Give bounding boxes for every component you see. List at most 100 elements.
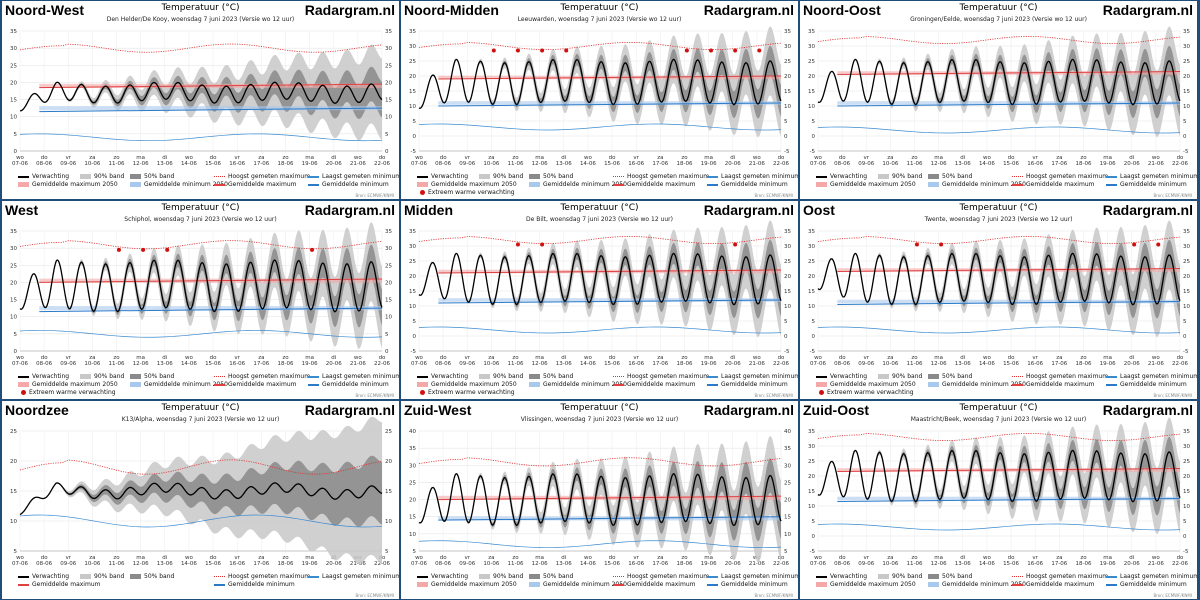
x-tick-date: 15-06 — [1003, 561, 1019, 567]
legend-swatch — [479, 174, 490, 179]
y-tick-label: 30 — [784, 463, 791, 469]
x-tick-date: 10-06 — [84, 561, 100, 567]
x-tick-date: 10-06 — [882, 161, 898, 167]
forecast-line — [418, 58, 782, 109]
avg-max-line — [837, 71, 1181, 75]
y-tick-label: 0 — [413, 334, 417, 340]
legend-label: Hoogst gemeten maximum — [627, 173, 710, 180]
x-tick-day: di — [561, 355, 566, 361]
legend-swatch — [707, 175, 718, 178]
x-tick-date: 22-06 — [1172, 361, 1188, 367]
y-tick-label: 25 — [808, 59, 815, 65]
legend-item-gemmin: Gemiddelde minimum — [308, 381, 389, 388]
band-90 — [818, 417, 1180, 535]
x-tick-date: 17-06 — [253, 161, 269, 167]
record-max-line — [418, 236, 782, 244]
y-tick-label: 5 — [784, 119, 788, 125]
legend-item-gemmax2050: Gemiddelde maximum 2050 — [816, 181, 916, 188]
x-tick-day: wo — [814, 155, 822, 161]
x-tick-day: ma — [934, 155, 943, 161]
legend-label: Gemiddelde maximum — [228, 181, 297, 188]
legend-item-gemmin2050: Gemiddelde minimum 2050 — [928, 581, 1026, 588]
y-tick-label: 5 — [812, 519, 816, 525]
y-tick-label: 5 — [784, 319, 788, 325]
x-tick-date: 20-06 — [725, 161, 741, 167]
chart-title: Temperatuur (°C) — [959, 403, 1038, 413]
legend-swatch — [130, 382, 141, 387]
legend-swatch — [21, 390, 26, 395]
legend-item-band90: 90% band — [80, 573, 124, 580]
legend-swatch — [479, 374, 490, 379]
x-tick-date: 21-06 — [1148, 561, 1164, 567]
x-tick-day: zo — [512, 155, 519, 161]
legend-item-band50: 50% band — [928, 373, 972, 380]
x-tick-date: 21-06 — [1148, 361, 1164, 367]
legend-item-gemmax: Gemiddelde maximum — [1012, 181, 1094, 188]
x-tick-day: di — [1129, 555, 1134, 561]
legend-item-band50: 50% band — [928, 173, 972, 180]
legend-item-gemmin2050: Gemiddelde minimum 2050 — [928, 181, 1026, 188]
legend-swatch — [18, 575, 29, 578]
x-tick-date: 07-06 — [411, 561, 427, 567]
legend-item-laagst: Laagst gemeten minimum — [707, 373, 798, 380]
y-tick-label: 15 — [409, 289, 416, 295]
extreme-warm-dot — [684, 48, 689, 53]
x-tick-date: 14-06 — [580, 561, 596, 567]
legend-swatch — [1012, 376, 1023, 377]
y-tick-label: 20 — [784, 274, 791, 280]
avg-min-line — [837, 498, 1181, 502]
x-tick-date: 19-06 — [1100, 361, 1116, 367]
legend-label: 50% band — [942, 573, 973, 580]
legend-swatch — [18, 382, 29, 387]
record-max-line — [19, 240, 383, 250]
y-tick-label: 5 — [1183, 519, 1187, 525]
legend-swatch — [18, 583, 29, 586]
x-tick-day: do — [839, 355, 846, 361]
x-tick-day: wo — [185, 155, 193, 161]
extreme-warm-dot — [914, 242, 919, 247]
legend-label: Gemiddelde minimum 2050 — [942, 181, 1026, 188]
x-tick-day: zo — [1080, 155, 1087, 161]
legend-label: Gemiddelde maximum — [1026, 181, 1095, 188]
x-tick-date: 09-06 — [459, 161, 475, 167]
chart-subtitle: Twente, woensdag 7 juni 2023 (Versie wo … — [924, 216, 1073, 223]
legend-swatch — [308, 175, 319, 178]
legend-label: Laagst gemeten minimum — [322, 173, 399, 180]
y-tick-label: 10 — [784, 104, 791, 110]
y-tick-label: 20 — [808, 274, 815, 280]
band-90 — [818, 26, 1180, 138]
x-tick-day: zo — [911, 555, 918, 561]
x-tick-day: zo — [113, 355, 120, 361]
y-tick-label: 35 — [784, 229, 791, 235]
y-tick-label: 25 — [808, 459, 815, 465]
x-tick-day: wo — [983, 555, 991, 561]
y-tick-label: 35 — [409, 446, 416, 452]
legend-item-gemmin: Gemiddelde minimum — [707, 181, 788, 188]
y-tick-label: 25 — [784, 480, 791, 486]
legend-label: Gemiddelde minimum — [721, 181, 788, 188]
y-tick-label: 20 — [808, 74, 815, 80]
legend-label: Gemiddelde maximum — [1026, 381, 1095, 388]
x-tick-day: do — [609, 355, 616, 361]
x-tick-day: di — [960, 555, 965, 561]
x-tick-day: zo — [512, 555, 519, 561]
x-tick-day: zo — [113, 155, 120, 161]
x-tick-date: 14-06 — [580, 161, 596, 167]
y-tick-label: 15 — [1183, 289, 1190, 295]
region-title: Midden — [404, 202, 453, 218]
band-50 — [20, 66, 382, 119]
legend-item-band50: 50% band — [130, 173, 174, 180]
legend-label: Verwachting — [32, 573, 70, 580]
x-tick-date: 12-06 — [532, 361, 548, 367]
x-tick-day: za — [887, 355, 893, 361]
legend-label: Gemiddelde minimum — [721, 381, 788, 388]
legend-item-verwachting: Verwachting — [816, 373, 867, 380]
y-tick-label: 10 — [784, 304, 791, 310]
chart-subtitle: Vlissingen, woensdag 7 juni 2023 (Versie… — [520, 416, 679, 423]
legend-item-laagst: Laagst gemeten minimum — [308, 573, 399, 580]
x-tick-day: vr — [465, 155, 471, 161]
x-tick-date: 12-06 — [133, 561, 149, 567]
source-label: Bron: ECMWF/KNMI — [1153, 393, 1192, 398]
